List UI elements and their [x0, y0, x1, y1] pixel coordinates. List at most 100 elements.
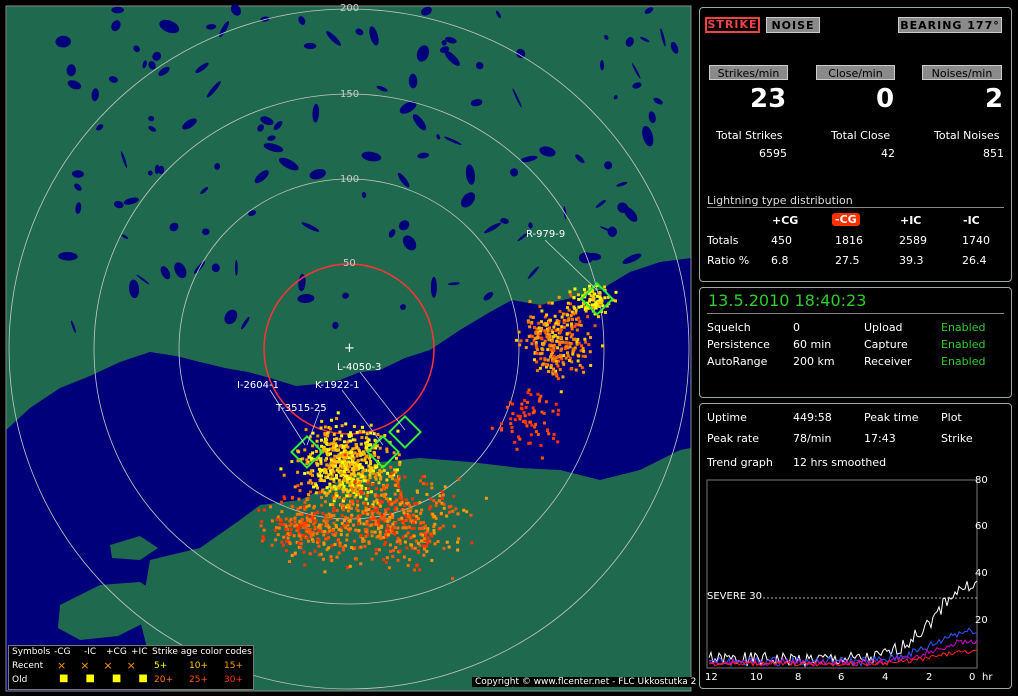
strike-dot	[565, 323, 569, 327]
strike-dot	[422, 521, 426, 525]
strike-dot	[370, 530, 374, 534]
strike-dot	[379, 488, 383, 492]
strike-dot	[546, 428, 550, 432]
strike-dot	[321, 490, 325, 494]
strike-dot	[359, 562, 363, 566]
strike-dot	[326, 523, 330, 527]
strike-dot	[368, 473, 372, 477]
strike-dot	[542, 411, 546, 415]
strike-dot	[526, 320, 530, 324]
lake	[70, 320, 76, 333]
lake	[158, 165, 165, 175]
strike-dot	[351, 489, 355, 493]
strike-dot	[342, 457, 346, 461]
strike-dot	[432, 499, 436, 503]
strike-dot	[573, 324, 577, 328]
legend-box: Symbols -CG -IC +CG +IC Strike age color…	[8, 645, 254, 690]
strike-dot	[358, 521, 362, 525]
strike-dot	[332, 437, 336, 441]
strike-dot	[336, 448, 340, 452]
strike-dot	[399, 495, 403, 499]
strike-dot	[454, 507, 458, 511]
capture-value[interactable]: Enabled	[941, 338, 986, 351]
strike-dot	[331, 509, 335, 513]
strike-dot	[597, 301, 601, 305]
strike-dot	[441, 493, 445, 497]
strike-dot	[374, 477, 378, 481]
strike-dot	[396, 536, 400, 540]
strike-dot	[552, 348, 556, 352]
strike-dot	[520, 407, 524, 411]
lake	[369, 26, 379, 46]
legend-recent-age-3: 15+	[224, 661, 243, 671]
strike-dot	[600, 301, 604, 305]
strike-dot	[419, 511, 423, 515]
strike-dot	[339, 474, 343, 478]
strike-dot	[544, 331, 548, 335]
strike-dot	[580, 304, 584, 308]
strike-dot	[279, 519, 283, 523]
strike-dot	[290, 460, 294, 464]
strike-dot	[302, 550, 306, 554]
noises-per-min-button[interactable]: Noises/min	[922, 65, 1002, 80]
strike-dot	[343, 544, 347, 548]
upload-value[interactable]: Enabled	[941, 321, 986, 334]
strike-dot	[394, 505, 398, 509]
strike-dot	[574, 368, 578, 372]
strike-dot	[303, 448, 307, 452]
strike-dot	[369, 443, 373, 447]
bearing-button[interactable]: BEARING 177°	[898, 17, 1002, 33]
strikes-per-min-button[interactable]: Strikes/min	[709, 65, 788, 80]
strike-button[interactable]: STRIKE	[705, 17, 760, 33]
distribution-divider	[707, 207, 1004, 208]
strike-dot	[400, 519, 404, 523]
strike-dot	[327, 426, 331, 430]
plot-value[interactable]: Strike	[941, 432, 973, 445]
strike-dot	[560, 315, 564, 319]
strike-dot	[342, 455, 346, 459]
strike-dot	[340, 514, 344, 518]
radar-map[interactable]: 200 150 100 50 R-979-9 L-4050-3 K-1922-1…	[0, 0, 700, 696]
strike-dot	[546, 363, 550, 367]
strike-dot	[329, 471, 333, 475]
strike-dot	[583, 307, 587, 311]
strike-dot	[586, 332, 590, 336]
strike-dot	[317, 525, 321, 529]
strike-dot	[275, 526, 279, 530]
strike-dot	[557, 295, 561, 299]
strike-dot	[280, 540, 284, 544]
strike-dot	[428, 539, 432, 543]
lake	[631, 63, 641, 79]
strike-dot	[335, 508, 339, 512]
strike-dot	[319, 478, 323, 482]
lake	[67, 80, 82, 90]
strike-dot	[540, 320, 544, 324]
legend-symbols-header: Symbols	[12, 647, 51, 657]
station-marker-icon	[366, 435, 400, 469]
peak-time-value: 17:43	[864, 432, 896, 445]
strike-dot	[410, 546, 414, 550]
radar-map-canvas[interactable]	[0, 0, 695, 696]
strike-dot	[415, 515, 419, 519]
strike-dot	[406, 531, 410, 535]
strike-dot	[260, 539, 264, 543]
close-per-min-value: 0	[876, 84, 895, 114]
strike-dot	[374, 439, 378, 443]
strike-dot	[338, 430, 342, 434]
strike-dot	[383, 495, 387, 499]
strike-dot	[551, 330, 555, 334]
strike-dot	[414, 518, 418, 522]
strike-dot	[549, 353, 553, 357]
close-per-min-button[interactable]: Close/min	[816, 65, 895, 80]
receiver-value[interactable]: Enabled	[941, 355, 986, 368]
strike-dot	[297, 497, 301, 501]
strike-dot	[399, 492, 403, 496]
strike-dot	[556, 327, 560, 331]
strike-dot	[270, 543, 274, 547]
noise-button[interactable]: NOISE	[766, 17, 820, 33]
legend-old-age-3: 30+	[224, 675, 243, 685]
strike-dot	[572, 296, 576, 300]
strike-dot	[433, 515, 437, 519]
strike-dot	[551, 409, 555, 413]
lake	[55, 35, 71, 48]
